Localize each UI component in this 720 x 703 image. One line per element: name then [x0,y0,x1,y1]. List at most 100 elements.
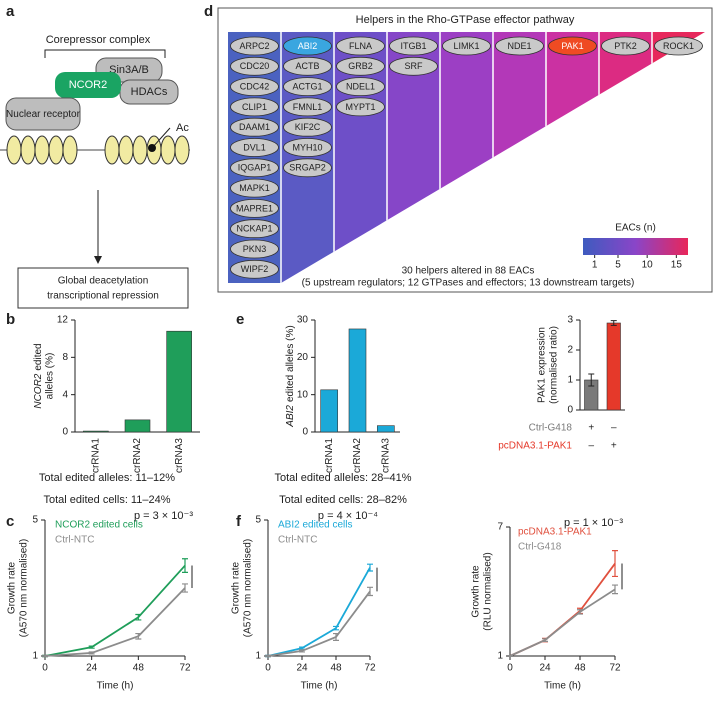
legend-label: Ctrl-NTC [55,535,94,546]
error-bar [610,320,617,326]
series-line [44,587,186,657]
y-axis-label: ABI2 edited alleles (%) [285,325,296,427]
gene-node [495,36,544,56]
series-line [509,588,616,657]
colorbar-tick-label: 15 [671,260,683,271]
x-tick-label: crRNA2 [352,438,363,473]
error-bar [88,645,95,649]
x-axis-label: Time (h) [97,681,134,692]
gene-node [336,56,385,76]
ac-dot [148,144,156,152]
note: Total edited alleles: 11–12% [39,472,175,484]
x-tick-label: 72 [179,663,191,674]
y-axis-label: NCOR2 edited [33,343,44,408]
bracket [44,49,166,58]
gene-label: CDC42 [240,81,270,91]
output-label: Global deacetylation [58,276,149,287]
error-bar [182,558,188,573]
legend-label: Ctrl-G418 [518,542,562,553]
gene-label: MAPK1 [239,183,270,193]
table-cell: + [588,423,594,434]
panel-label: c [6,513,14,530]
gene-node [283,36,332,56]
error-bar [333,632,339,641]
y-axis-label: (normalised ratio) [549,326,560,404]
bar [320,389,338,433]
gene-label: NDE1 [507,41,531,51]
y-axis-label: (A570 nm normalised) [243,539,254,637]
gene-node [336,36,385,56]
gene-node [230,77,279,96]
output-label: transcriptional repression [47,291,159,302]
note: Total edited cells: 28–82% [279,494,407,506]
gene-label: SRF [405,61,424,71]
y-tick-label: 3 [567,315,573,326]
error-bar [88,651,95,655]
node [55,72,121,98]
error-bar [333,625,339,631]
gene-label: WIPF2 [241,264,269,274]
error-bar [542,638,548,642]
gene-node [283,117,332,137]
bar [606,322,621,411]
node-label: Nuclear receptor [6,109,81,120]
gene-label: MYH10 [292,142,322,152]
y-tick-label: 0 [62,427,68,438]
gene-node [283,158,332,178]
y-axis-label: (RLU normalised) [483,552,494,630]
gene-node [230,36,279,56]
y-axis-label-text: edited alleles (%) [285,325,296,402]
gene-label: CDC20 [240,61,270,71]
table-cell: – [611,423,617,434]
series-line [44,564,186,657]
bar [83,430,109,433]
error-bar [612,584,618,595]
colorbar-tick-label: 10 [642,260,654,271]
y-axis-label: (A570 nm normalised) [19,539,30,637]
table-row-label: pcDNA3.1-PAK1 [498,441,572,452]
y-tick-label: 1 [497,651,503,662]
dna-coil [6,135,190,165]
bar [377,425,395,433]
error-bar [588,373,595,387]
y-tick-label: 1 [255,651,261,662]
gene-label: MYPT1 [345,102,375,112]
gene-label: ROCK1 [663,41,694,51]
gene-node [336,77,385,96]
gene-label: FMNL1 [293,102,323,112]
error-bar [135,632,142,640]
annotation: p = 1 × 10⁻³ [564,517,623,529]
node-label: NCOR2 [69,79,108,91]
gene-label: FLNA [349,41,372,51]
y-tick-label: 0 [567,405,573,416]
x-axis-label: Time (h) [301,681,338,692]
gene-node [230,198,279,218]
x-tick-label: crRNA3 [174,438,185,473]
error-bar [265,654,271,658]
bar [166,330,192,433]
annotation: p = 4 × 10⁻⁴ [318,510,378,522]
heatmap-genes: ARPC2 CDC20 CDC42 CLIP1 DAAM1 DVL1 IQGAP1 MAPK1… [230,36,703,279]
y-tick-label: 10 [297,389,309,400]
gene-label: PAK1 [561,41,583,51]
y-axis-label-text: edited [33,343,44,370]
x-tick-label: 0 [265,663,271,674]
gene-label: DVL1 [243,142,266,152]
legend-label: NCOR2 edited cells [55,520,143,531]
gene-node [230,117,279,137]
x-axis-label: Time (h) [544,681,581,692]
y-axis-label-gene: NCOR2 [33,373,44,408]
output-box [17,267,189,309]
colorbar-tick-label: 1 [592,260,598,271]
y-tick-label: 5 [255,515,261,526]
gene-label: MAPRE1 [236,203,273,213]
gene-node [283,138,332,157]
ac-link [151,127,171,149]
y-axis-label: Growth rate [7,561,18,614]
gene-node [548,36,597,56]
y-tick-label: 2 [567,345,573,356]
y-tick-label: 1 [567,375,573,386]
gene-node [389,56,438,76]
x-tick-label: 72 [609,663,621,674]
colorbar-label: EACs (n) [615,223,656,234]
